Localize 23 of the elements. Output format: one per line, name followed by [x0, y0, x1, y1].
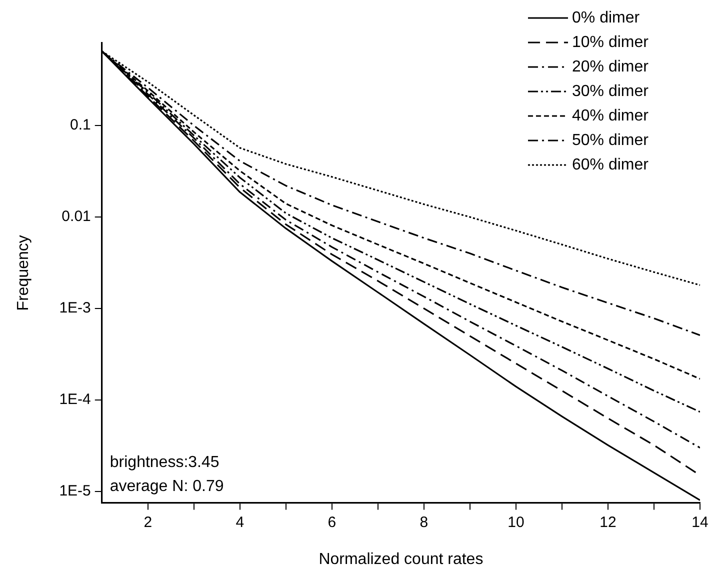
- x-tick-label: 4: [236, 514, 244, 531]
- annotation: brightness:3.45: [110, 454, 220, 472]
- legend-label: 40% dimer: [572, 107, 650, 124]
- legend-label: 60% dimer: [572, 156, 650, 174]
- annotation: average N: 0.79: [110, 478, 224, 496]
- y-tick-label: 1E-3: [59, 300, 91, 317]
- y-tick-label: 0.1: [70, 116, 91, 134]
- x-tick-label: 6: [328, 514, 336, 531]
- x-tick-label: 14: [692, 514, 708, 531]
- x-axis-title: Normalized count rates: [318, 550, 484, 568]
- legend-label: 20% dimer: [572, 58, 650, 76]
- y-tick-label: 0.01: [62, 208, 91, 226]
- legend-label: 30% dimer: [572, 82, 650, 100]
- x-tick-label: 12: [600, 514, 616, 531]
- y-axis-title: Frequency: [15, 235, 32, 311]
- x-tick-label: 2: [144, 514, 152, 531]
- legend-label: 0% dimer: [572, 9, 640, 26]
- y-tick-label: 1E-4: [59, 391, 91, 408]
- x-tick-label: 10: [508, 514, 524, 531]
- legend-label: 10% dimer: [572, 34, 650, 51]
- legend-label: 50% dimer: [572, 132, 650, 149]
- x-tick-label: 8: [420, 514, 428, 531]
- y-tick-label: 1E-5: [59, 482, 91, 500]
